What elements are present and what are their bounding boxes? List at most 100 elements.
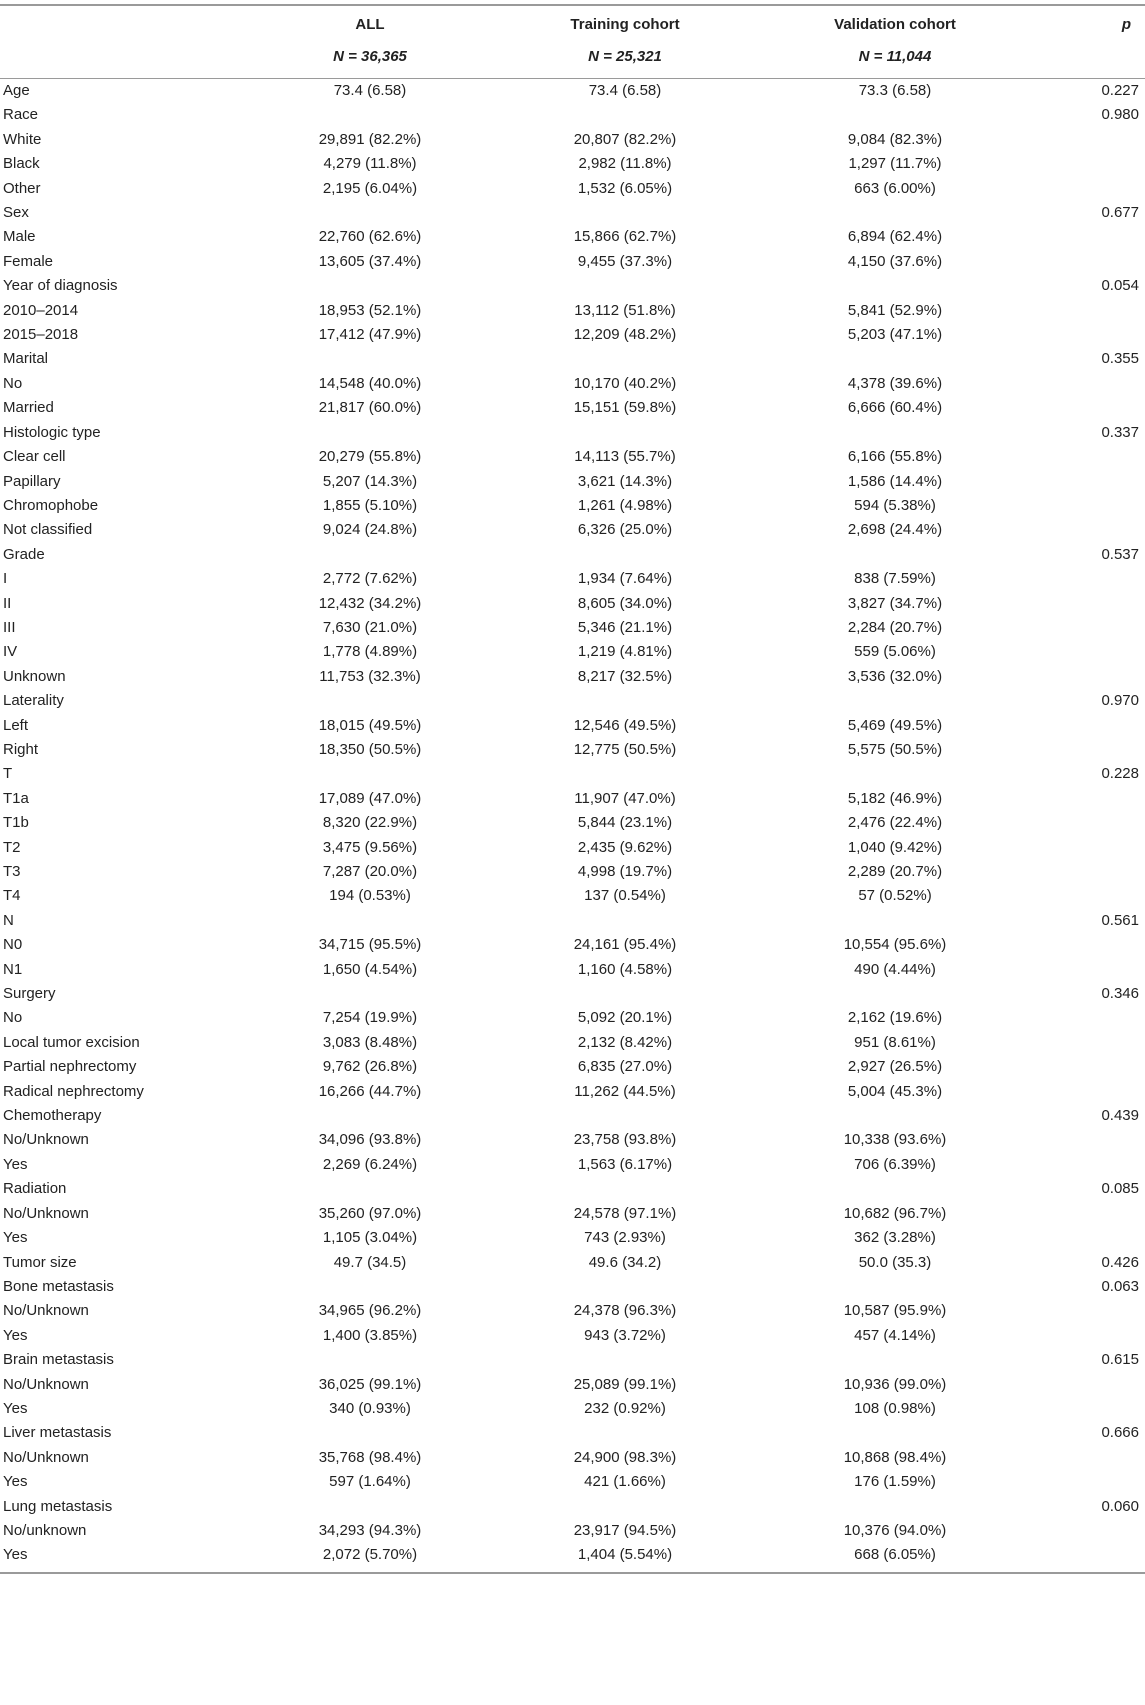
cell-p-value [1030,1128,1145,1152]
cell-all: 5,207 (14.3%) [322,472,418,490]
table-row: N 0.561 [0,909,1145,933]
cell-validation: 5,203 (47.1%) [847,326,943,344]
cell-training [490,1177,760,1201]
cell-training: 23,758 (93.8%) [573,1131,677,1149]
cell-validation [760,201,1030,225]
cell-validation [760,1495,1030,1519]
cell-p-value: 0.615 [1101,1351,1139,1369]
cell-validation: 10,338 (93.6%) [843,1131,947,1149]
cell-all: 21,817 (60.0%) [318,399,422,417]
cell-training: 2,132 (8.42%) [577,1033,673,1051]
cell-p-value [1030,787,1145,811]
row-label: N0 [3,936,23,954]
cell-p-value: 0.227 [1101,82,1139,99]
cell-validation: 490 (4.44%) [854,960,936,978]
table-header: ALL Training cohort Validation cohort p … [0,0,1145,79]
cell-p-value [1030,225,1145,249]
table-row: Yes 2,269 (6.24%) 1,563 (6.17%) 706 (6.39%) [0,1153,1145,1177]
cell-all: 11,753 (32.3%) [319,667,421,685]
table-row: T 0.228 [0,762,1145,786]
row-label: T2 [3,838,21,856]
cohort-characteristics-table: ALL Training cohort Validation cohort p … [0,0,1145,1567]
cell-all: 2,772 (7.62%) [322,570,418,588]
cell-p-value [1030,1543,1145,1567]
row-label: T4 [3,887,21,905]
cell-p-value [1030,1446,1145,1470]
row-label: Laterality [3,692,64,710]
row-label: 2015–2018 [3,326,79,344]
table-row: N0 34,715 (95.5%) 24,161 (95.4%) 10,554 (95… [0,933,1145,957]
table-row: Bone metastasis 0.063 [0,1275,1145,1299]
cell-training [490,762,760,786]
cell-p-value [1030,640,1145,664]
table-row: Lung metastasis 0.060 [0,1495,1145,1519]
row-label: Race [3,106,39,124]
table-row: Yes 2,072 (5.70%) 1,404 (5.54%) 668 (6.05%) [0,1543,1145,1567]
row-label: Marital [3,350,49,368]
row-label: Radiation [3,1180,67,1198]
cell-all: 8,320 (22.9%) [322,814,418,832]
cell-validation: 663 (6.00%) [854,179,936,197]
cell-validation: 6,666 (60.4%) [847,399,943,417]
cell-all: 20,279 (55.8%) [318,448,422,466]
cell-all [250,909,490,933]
row-label: Chemotherapy [3,1107,102,1125]
cell-training: 24,578 (97.1%) [573,1204,677,1222]
row-label: No [3,374,23,392]
cell-validation: 668 (6.05%) [854,1546,936,1564]
header-variable [0,5,250,44]
cell-validation: 2,284 (20.7%) [847,618,943,636]
cell-training: 73.4 (6.58) [588,82,662,99]
cell-validation: 457 (4.14%) [854,1326,936,1344]
row-label: Age [3,82,30,99]
row-label: Male [3,228,36,246]
cell-p-value [1030,860,1145,884]
cell-validation: 10,554 (95.6%) [843,936,947,954]
cell-training: 1,219 (4.81%) [577,643,673,661]
cell-p-value [1030,1080,1145,1104]
cell-validation: 10,587 (95.9%) [843,1302,947,1320]
header-training-n: N = 25,321 [588,48,662,65]
cell-validation [760,1275,1030,1299]
cell-validation: 2,476 (22.4%) [847,814,943,832]
row-label: III [3,618,16,636]
cell-training [490,1348,760,1372]
table-row: No/Unknown 34,965 (96.2%) 24,378 (96.3%) 10… [0,1299,1145,1323]
cell-all: 17,089 (47.0%) [318,789,422,807]
table-row: Married 21,817 (60.0%) 15,151 (59.8%) 6,666… [0,396,1145,420]
cell-all: 1,855 (5.10%) [322,496,418,514]
cell-all: 18,953 (52.1%) [318,301,422,319]
cell-p-value [1030,1470,1145,1494]
cell-p-value: 0.537 [1101,545,1139,563]
header-variable-n [0,44,250,78]
cell-p-value [1030,396,1145,420]
cell-p-value: 0.085 [1101,1180,1139,1198]
row-label: Surgery [3,985,56,1003]
cell-all: 36,025 (99.1%) [318,1375,422,1393]
row-label: Brain metastasis [3,1351,114,1369]
cell-training: 1,934 (7.64%) [577,570,673,588]
row-label: Yes [3,1326,28,1344]
cell-validation: 5,575 (50.5%) [847,740,943,758]
cohort-characteristics-table-container: ALL Training cohort Validation cohort p … [0,0,1145,1574]
cell-training: 1,532 (6.05%) [577,179,673,197]
cell-validation [760,1348,1030,1372]
cell-p-value [1030,299,1145,323]
row-label: Clear cell [3,448,66,466]
table-row: No/Unknown 35,768 (98.4%) 24,900 (98.3%) 10… [0,1446,1145,1470]
cell-training: 6,835 (27.0%) [577,1058,673,1076]
table-row: IV 1,778 (4.89%) 1,219 (4.81%) 559 (5.06%) [0,640,1145,664]
cell-all: 14,548 (40.0%) [318,374,422,392]
cell-validation: 1,586 (14.4%) [847,472,943,490]
cell-p-value [1030,1519,1145,1543]
table-row: Laterality 0.970 [0,689,1145,713]
row-label: No/Unknown [3,1131,89,1149]
cell-training: 23,917 (94.5%) [573,1521,677,1539]
cell-all: 194 (0.53%) [329,887,411,905]
cell-p-value: 0.561 [1101,911,1139,929]
table-row: No/unknown 34,293 (94.3%) 23,917 (94.5%) 10… [0,1519,1145,1543]
cell-training: 4,998 (19.7%) [577,863,673,880]
table-row: Male 22,760 (62.6%) 15,866 (62.7%) 6,894 (6… [0,225,1145,249]
cell-p-value [1030,1031,1145,1055]
row-label: Lung metastasis [3,1497,113,1515]
